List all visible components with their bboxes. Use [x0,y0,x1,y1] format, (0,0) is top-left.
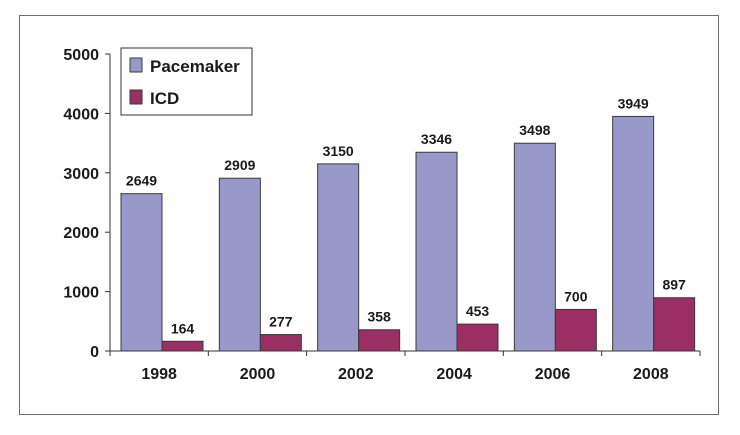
y-tick-label: 3000 [63,166,99,183]
data-label: 3949 [618,95,649,111]
data-label: 897 [662,277,686,293]
data-label: 700 [564,288,588,304]
y-tick-label: 4000 [63,106,99,123]
bar-pacemaker [120,193,163,352]
bar-pacemaker [415,151,458,352]
bar-icd [161,340,204,352]
data-label: 277 [269,314,293,330]
data-label: 358 [367,309,391,325]
data-label: 3346 [421,131,452,147]
x-tick-label: 2002 [338,366,374,383]
x-tick-label: 2006 [535,366,571,383]
bar-icd [259,334,302,352]
data-label: 3498 [519,122,550,138]
bar-icd [358,329,401,352]
plot-area: 0 1000 2000 3000 4000 5000 2649 164 1998 2909 277 2… [63,47,701,383]
legend-label-pacemaker: Pacemaker [150,57,240,76]
bar-pacemaker [612,115,655,352]
bar-pacemaker [317,163,360,352]
bar-pacemaker [218,177,261,352]
y-tick-label: 1000 [63,285,99,302]
data-label: 2649 [126,173,157,189]
data-label: 2909 [224,157,255,173]
x-tick-label: 1998 [141,366,177,383]
x-tick-label: 2008 [633,366,669,383]
legend-swatch-icd [129,89,143,105]
y-tick-label: 0 [90,344,99,361]
legend-label-icd: ICD [150,89,179,108]
bar-pacemaker [513,142,556,352]
bar-icd [456,323,499,352]
bar-icd [554,308,597,352]
legend-swatch-pacemaker [129,57,143,73]
data-label: 164 [171,320,195,336]
chart-frame [19,15,719,415]
legend: Pacemaker ICD [120,47,253,116]
x-tick-label: 2000 [240,366,276,383]
bar-icd [653,297,696,352]
data-label: 3150 [323,143,354,159]
y-tick-label: 5000 [63,47,99,64]
legend-box [120,47,253,116]
x-tick-label: 2004 [436,366,472,383]
data-label: 453 [466,303,490,319]
y-tick-label: 2000 [63,225,99,242]
